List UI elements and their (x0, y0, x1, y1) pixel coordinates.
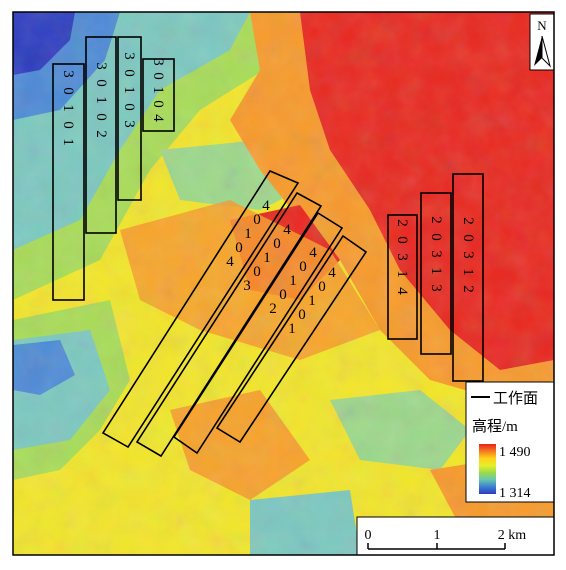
panel-label-30103-digit-4: 3 (121, 120, 137, 128)
panel-label-40102-digit-1: 0 (299, 259, 307, 275)
panel-label-40104-digit-2: 1 (244, 226, 252, 242)
panel-label-20313-digit-0: 2 (428, 216, 444, 224)
panel-label-40101-digit-0: 4 (328, 265, 336, 281)
panel-label-40102-digit-2: 1 (289, 273, 297, 289)
panel-label-40104-digit-0: 4 (262, 198, 270, 214)
panel-label-30103-digit-1: 0 (121, 69, 137, 77)
panel-label-40101-digit-2: 1 (308, 293, 316, 309)
panel-label-40102-digit-4: 2 (269, 301, 277, 317)
panel-30103 (117, 36, 142, 201)
north-arrow-left (534, 36, 542, 66)
panel-label-40103-digit-2: 1 (263, 250, 271, 266)
panel-label-30104-digit-3: 0 (150, 100, 166, 108)
panel-label-40101-digit-1: 0 (318, 279, 326, 295)
panel-label-20314-digit-4: 4 (394, 287, 410, 295)
map-frame (12, 11, 555, 556)
panel-label-30101-digit-3: 0 (60, 121, 76, 129)
legend: 工作面 高程/m 1 490 1 314 (465, 381, 555, 503)
panel-label-30103-digit-3: 0 (121, 103, 137, 111)
panel-20312 (452, 173, 484, 382)
panel-label-20313-digit-1: 0 (428, 233, 444, 241)
panel-40101 (215, 234, 368, 444)
panel-label-20314-digit-3: 1 (394, 270, 410, 278)
panel-30104 (142, 58, 175, 132)
scale-label-2: 2 km (498, 528, 527, 543)
panel-label-30103-digit-0: 3 (121, 52, 137, 60)
panel-label-20312-digit-4: 2 (460, 285, 476, 293)
panel-20313 (420, 192, 452, 355)
panel-label-30101-digit-4: 1 (60, 138, 76, 146)
panel-label-30104-digit-2: 1 (150, 86, 166, 94)
panel-label-40103-digit-0: 4 (283, 222, 291, 238)
panel-label-30104-digit-1: 0 (150, 72, 166, 80)
legend-line-label: 工作面 (493, 390, 538, 407)
panel-label-30104-digit-4: 4 (150, 114, 166, 122)
panels-layer (52, 36, 484, 458)
panel-label-40103-digit-1: 0 (273, 236, 281, 252)
panel-label-30101-digit-0: 3 (60, 70, 76, 78)
legend-min: 1 314 (499, 486, 531, 501)
panel-label-30102-digit-4: 2 (93, 130, 109, 138)
panel-label-20312-digit-2: 3 (460, 251, 476, 259)
panel-label-40101-digit-4: 1 (288, 321, 296, 337)
panel-label-40104-digit-4: 4 (226, 254, 234, 270)
scale-label-0: 0 (365, 528, 372, 543)
panel-label-40102-digit-0: 4 (309, 245, 317, 261)
panel-label-20312-digit-0: 2 (460, 217, 476, 225)
panel-label-30102-digit-2: 1 (93, 96, 109, 104)
panel-label-20314-digit-1: 0 (394, 236, 410, 244)
panel-label-40104-digit-3: 0 (235, 240, 243, 256)
panel-30101 (52, 63, 85, 301)
panel-label-20312-digit-1: 0 (460, 234, 476, 242)
panel-40102 (172, 211, 344, 455)
panel-label-20313-digit-4: 3 (428, 284, 444, 292)
panel-label-30102-digit-3: 0 (93, 113, 109, 121)
elevation-raster (13, 12, 554, 555)
panel-label-40103-digit-4: 3 (243, 278, 251, 294)
panel-label-30101-digit-1: 0 (60, 87, 76, 95)
panel-label-20313-digit-3: 1 (428, 267, 444, 275)
panel-label-40102-digit-3: 0 (279, 287, 287, 303)
north-label: N (537, 18, 547, 33)
north-arrow: N (529, 13, 555, 71)
legend-max: 1 490 (499, 445, 531, 460)
panel-label-20312-digit-3: 1 (460, 268, 476, 276)
panel-40103 (135, 191, 323, 458)
panel-label-30102-digit-1: 0 (93, 79, 109, 87)
panel-label-20314-digit-0: 2 (394, 219, 410, 227)
legend-elev-title: 高程/m (472, 418, 518, 435)
panel-label-30102-digit-0: 3 (93, 62, 109, 70)
panel-label-30101-digit-2: 1 (60, 104, 76, 112)
panel-40104 (101, 169, 300, 449)
panel-label-40103-digit-3: 0 (253, 264, 261, 280)
panel-label-20314-digit-2: 3 (394, 253, 410, 261)
panel-labels: 3010130102301033010420314203132031240104… (60, 52, 476, 337)
north-arrow-right (541, 35, 551, 68)
panel-label-20313-digit-2: 3 (428, 250, 444, 258)
panel-label-40104-digit-1: 0 (253, 212, 261, 228)
panel-label-40101-digit-3: 0 (298, 307, 306, 323)
panel-label-30103-digit-2: 1 (121, 86, 137, 94)
legend-color-ramp (479, 444, 496, 494)
raster-texture (13, 12, 554, 555)
scale-bar: 0 1 2 km (356, 516, 555, 556)
panel-20314 (387, 214, 418, 340)
scale-label-1: 1 (434, 528, 441, 543)
panel-label-30104-digit-0: 3 (150, 58, 166, 66)
panel-30102 (85, 36, 117, 234)
